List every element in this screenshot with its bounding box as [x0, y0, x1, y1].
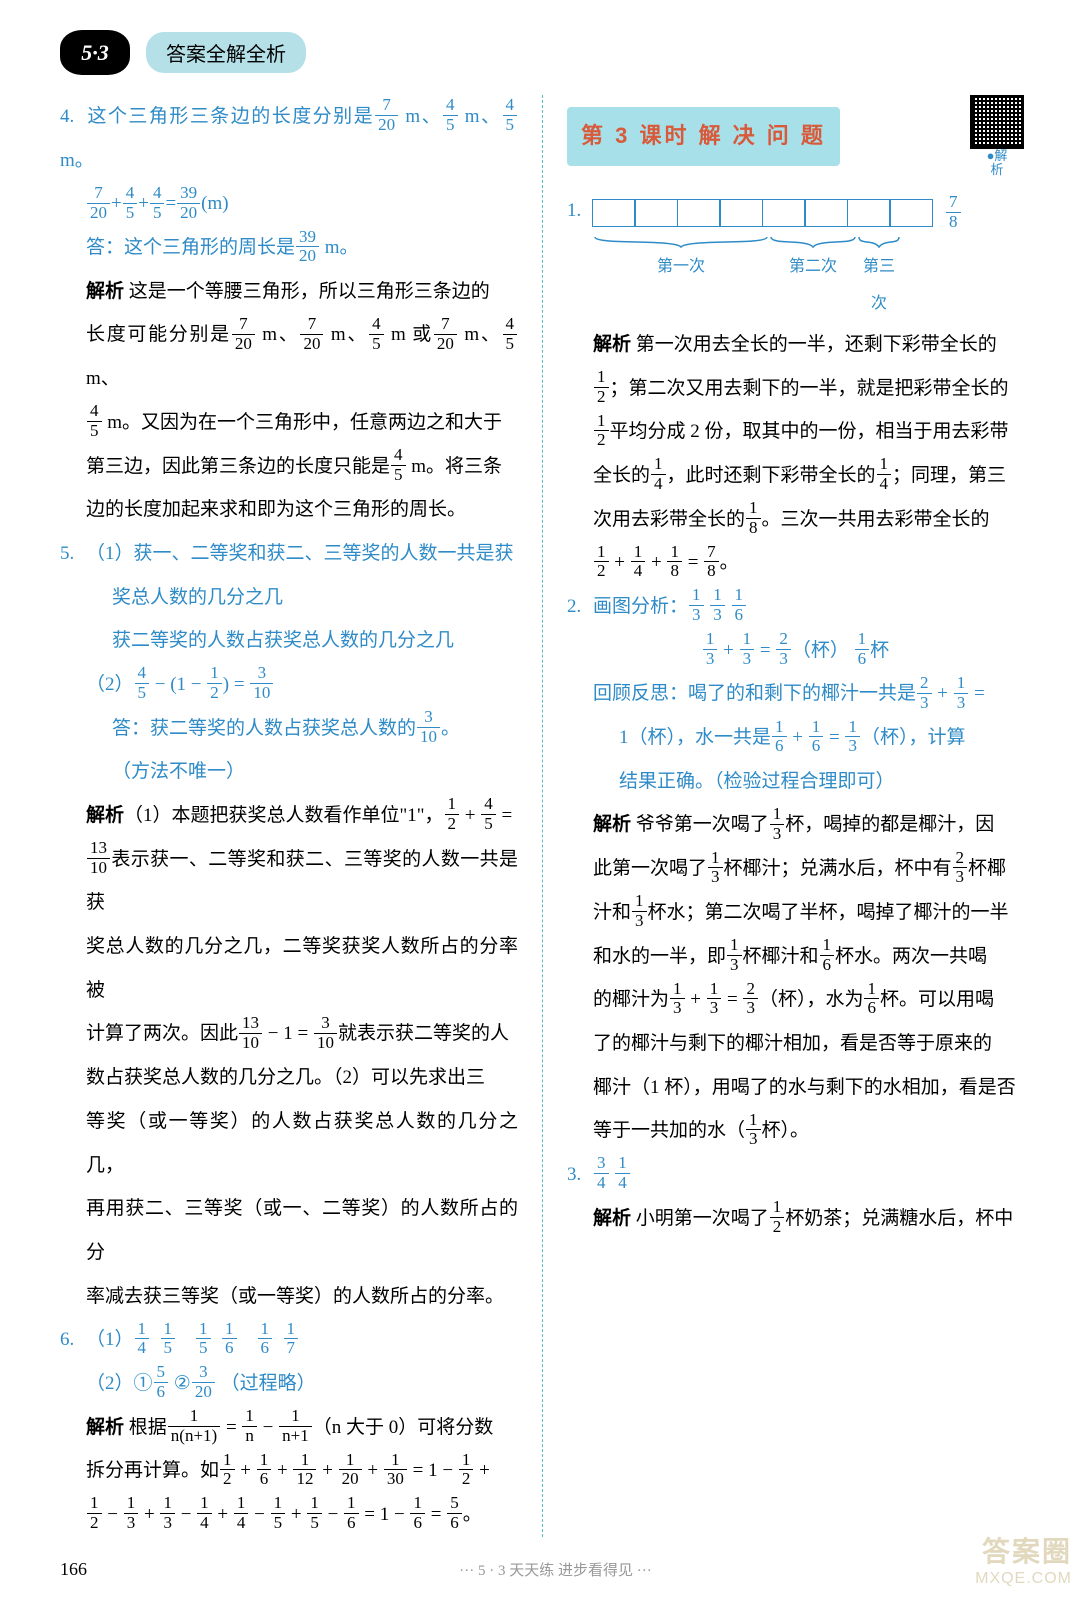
- q1-j1: 解析 第一次用去全长的一半，还剩下彩带全长的: [567, 323, 1024, 367]
- qr-wrap: ●解 析: [970, 95, 1024, 178]
- q2-j2: 此第一次喝了13杯椰汁；兑满水后，杯中有23杯椰: [567, 847, 1024, 891]
- brace-row: 第一次第二次第三次: [593, 235, 1024, 323]
- q6-j1: 解析 根据1n(n+1) = 1n − 1n+1（n 大于 0）可将分数: [60, 1406, 518, 1450]
- tape-segment: [762, 199, 806, 227]
- q1-block: 1. 78 第一次第二次第三次: [567, 186, 1024, 323]
- q1-eq: 12 + 14 + 18 = 78。: [567, 541, 1024, 585]
- footer-slogan: ··· 5 · 3 天天练 进步看得见 ···: [87, 1559, 1024, 1580]
- q4-analysis-5: 边的长度加起来求和即为这个三角形的周长。: [60, 488, 518, 532]
- q5-l5: 答：获二等奖的人数占获奖总人数的310。: [60, 707, 518, 751]
- q2-j6: 了的椰汁与剩下的椰汁相加，看是否等于原来的: [567, 1022, 1024, 1066]
- q2-l3: 回顾反思：喝了的和剩下的椰汁一共是23 + 13 =: [567, 672, 1024, 716]
- q5-j3: 奖总人数的几分之几，二等奖获奖人数所占的分率被: [60, 925, 518, 1012]
- tape-diagram: 78: [593, 192, 962, 236]
- q2-j3: 汁和13杯水；第二次喝了半杯，喝掉了椰汁的一半: [567, 891, 1024, 935]
- q4-analysis-4: 第三边，因此第三条边的长度只能是45 m。将三条: [60, 445, 518, 489]
- q4-analysis-3: 45 m。又因为在一个三角形中，任意两边之和大于: [60, 401, 518, 445]
- q3-j1: 解析 小明第一次喝了12杯奶茶；兑满糖水后，杯中: [567, 1197, 1024, 1241]
- page-footer: 166 ··· 5 · 3 天天练 进步看得见 ···: [0, 1559, 1084, 1580]
- qr-label-1: ●解: [970, 149, 1024, 163]
- q5-j5: 数占获奖总人数的几分之几。（2）可以先求出三: [60, 1056, 518, 1100]
- q5-l2: 奖总人数的几分之几: [60, 576, 518, 620]
- q1-j4: 全长的14，此时还剩下彩带全长的14；同理，第三: [567, 454, 1024, 498]
- section-title: 第 3 课时 解 决 问 题: [567, 107, 840, 166]
- q3-l1: 3.34 14: [567, 1153, 1024, 1197]
- q4-answer: 答：这个三角形的周长是3920 m。: [60, 226, 518, 270]
- page-header: 5·3 答案全解全析: [0, 0, 1084, 85]
- q5-j8: 率减去获三等奖（或一等奖）的人数所占的分率。: [60, 1275, 518, 1319]
- q5-l3: 获二等奖的人数占获奖总人数的几分之几: [60, 619, 518, 663]
- tape-segment: [592, 199, 636, 227]
- q6-l2: （2）①56 ②320 （过程略）: [60, 1362, 518, 1406]
- q2-j8: 等于一共加的水（13杯）。: [567, 1109, 1024, 1153]
- q2-j5: 的椰汁为13 + 13 = 23（杯），水为16杯。可以用喝: [567, 978, 1024, 1022]
- q4-analysis-1: 解析 这是一个等腰三角形，所以三角形三条边的: [60, 270, 518, 314]
- logo-53: 5·3: [60, 30, 130, 75]
- q6-j3: 12 − 13 + 13 − 14 + 14 − 15 + 15 − 16 = …: [60, 1493, 518, 1537]
- q1-j2: 12；第二次又用去剩下的一半，就是把彩带全长的: [567, 367, 1024, 411]
- q2-eq: 13 + 13 = 23（杯） 16杯: [567, 629, 1024, 673]
- q4-num: 4.: [60, 95, 86, 139]
- watermark: 答案圈 MXQE.COM: [975, 1530, 1072, 1588]
- q5-l6: （方法不唯一）: [60, 750, 518, 794]
- left-column: 4.这个三角形三条边的长度分别是720 m、45 m、45 m。 720+45+…: [60, 95, 542, 1537]
- tape-segment: [804, 199, 848, 227]
- brace-label: 第三次: [857, 235, 901, 323]
- brace-label: 第二次: [769, 235, 857, 323]
- q5-j7: 再用获二、三等奖（或一、二等奖）的人数所占的分: [60, 1187, 518, 1274]
- qr-code-icon[interactable]: [970, 95, 1024, 149]
- tape-segment: [847, 199, 891, 227]
- q2-l1: 2.画图分析：13 13 16: [567, 585, 1024, 629]
- q5-j2: 1310表示获一、二等奖和获二、三等奖的人数一共是获: [60, 838, 518, 925]
- q2-j4: 和水的一半，即13杯椰汁和16杯水。两次一共喝: [567, 935, 1024, 979]
- watermark-line2: MXQE.COM: [975, 1570, 1072, 1588]
- q6-l1: 6.（1）14 15 15 16 16 17: [60, 1318, 518, 1362]
- q5-l4: （2）45 − (1 − 12) = 310: [60, 663, 518, 707]
- q1-j3: 12平均分成 2 份，取其中的一份，相当于用去彩带: [567, 410, 1024, 454]
- q6-j2: 拆分再计算。如12 + 16 + 112 + 120 + 130 = 1 − 1…: [60, 1449, 518, 1493]
- q5-l1: 5.（1）获一、二等奖和获二、三等奖的人数一共是获: [60, 532, 518, 576]
- watermark-line1: 答案圈: [975, 1530, 1072, 1570]
- brace-label: 第一次: [593, 235, 769, 323]
- q1-j5: 次用去彩带全长的18。三次一共用去彩带全长的: [567, 498, 1024, 542]
- q2-j7: 椰汁（1 杯），用喝了的水与剩下的水相加，看是否: [567, 1066, 1024, 1110]
- tape-segment: [677, 199, 721, 227]
- tape-segment: [889, 199, 933, 227]
- tape-segment: [634, 199, 678, 227]
- q2-l4: 1（杯），水一共是16 + 16 = 13（杯），计算: [567, 716, 1024, 760]
- q5-j1: 解析（1）本题把获奖总人数看作单位"1"，12 + 45 =: [60, 794, 518, 838]
- q4-equation: 720+45+45=3920(m): [60, 182, 518, 226]
- q2-j1: 解析 爷爷第一次喝了13杯，喝掉的都是椰汁，因: [567, 803, 1024, 847]
- tape-segment: [719, 199, 763, 227]
- q2-l5: 结果正确。（检验过程合理即可）: [567, 760, 1024, 804]
- q1-num: 1.: [567, 189, 593, 233]
- q4-analysis-2: 长度可能分别是720 m、720 m、45 m 或720 m、45 m、: [60, 313, 518, 400]
- q4-line1: 4.这个三角形三条边的长度分别是720 m、45 m、45 m。: [60, 95, 518, 182]
- section-title-row: 第 3 课时 解 决 问 题 ●解 析: [567, 95, 1024, 178]
- qr-label-2: 析: [970, 163, 1024, 177]
- content-columns: 4.这个三角形三条边的长度分别是720 m、45 m、45 m。 720+45+…: [0, 85, 1084, 1537]
- q5-j4: 计算了两次。因此1310 − 1 = 310就表示获二等奖的人: [60, 1012, 518, 1056]
- q5-j6: 等奖（或一等奖）的人数占获奖总人数的几分之几，: [60, 1100, 518, 1187]
- page-number: 166: [60, 1559, 87, 1580]
- q4-text: 这个三角形三条边的长度分别是: [86, 106, 374, 127]
- right-column: 第 3 课时 解 决 问 题 ●解 析 1. 78 第一次第二次第三次 解析 第…: [542, 95, 1024, 1537]
- header-badge: 答案全解全析: [146, 32, 306, 73]
